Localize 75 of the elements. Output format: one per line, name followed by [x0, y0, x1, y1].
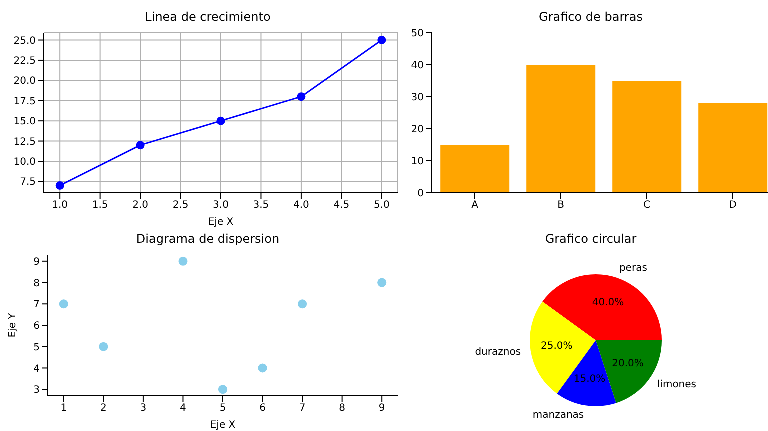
- y-tick-label: 20: [411, 124, 424, 136]
- y-tick-label: 17.5: [14, 96, 36, 108]
- x-tick-label: 4: [180, 403, 186, 414]
- y-tick-label: 30: [411, 92, 424, 104]
- y-axis-title: Eje Y: [8, 312, 19, 338]
- pie-slice: [542, 274, 662, 340]
- chart-title: Linea de crecimiento: [144, 10, 272, 26]
- chart-title: Grafico circular: [544, 232, 638, 248]
- y-tick-label: 40: [411, 60, 424, 72]
- y-tick-label: 7: [34, 300, 40, 311]
- point: [258, 364, 268, 373]
- point: [99, 342, 108, 352]
- x-tick-label: C: [644, 200, 651, 212]
- x-tick-label: 2.5: [172, 200, 189, 212]
- x-tick-label: 2.0: [132, 200, 148, 212]
- point: [59, 300, 68, 309]
- x-tick-label: 8: [339, 403, 346, 414]
- bar: [612, 81, 682, 193]
- x-tick-label: 5.0: [374, 200, 390, 212]
- x-tick-label: 1: [60, 403, 68, 414]
- slice-label: limones: [657, 380, 697, 391]
- x-tick-label: 7: [299, 403, 306, 414]
- y-tick-label: 12.5: [14, 136, 36, 148]
- x-tick-label: 1.5: [92, 200, 108, 212]
- point: [216, 116, 226, 126]
- x-axis-title: Eje X: [208, 217, 234, 228]
- chart-title: Diagrama de dispersion: [135, 232, 281, 248]
- bar: [526, 65, 596, 193]
- x-tick-label: B: [558, 200, 565, 212]
- point: [56, 181, 64, 190]
- y-tick-label: 8: [34, 278, 40, 290]
- y-tick-label: 4: [34, 364, 40, 375]
- point: [218, 385, 228, 394]
- x-tick-label: 4.5: [334, 200, 350, 212]
- y-tick-label: 25.0: [14, 36, 36, 47]
- y-tick-label: 7.5: [20, 177, 36, 188]
- slice-label: duraznos: [475, 346, 522, 358]
- x-tick-label: 3.5: [253, 200, 270, 212]
- y-tick-label: 5: [34, 342, 40, 354]
- y-tick-label: 10: [411, 156, 424, 168]
- point: [378, 36, 386, 45]
- y-tick-label: 15.0: [14, 116, 36, 128]
- x-tick-label: D: [729, 200, 738, 212]
- x-tick-label: A: [472, 200, 479, 212]
- x-tick-label: 2: [100, 403, 107, 414]
- x-tick-label: 1.0: [52, 200, 68, 212]
- y-tick-label: 10.0: [14, 157, 36, 168]
- y-tick-label: 20.0: [14, 76, 36, 88]
- y-tick-label: 50: [411, 28, 424, 40]
- point: [378, 278, 387, 288]
- chart-title: Grafico de barras: [538, 10, 644, 26]
- slice-label: peras: [619, 262, 648, 274]
- data-label: 40.0%: [592, 297, 624, 308]
- data-label: 25.0%: [540, 341, 573, 352]
- point: [297, 92, 306, 102]
- bar: [440, 145, 510, 193]
- data-label: 20.0%: [612, 358, 644, 370]
- point: [298, 300, 308, 309]
- bar: [698, 103, 768, 193]
- y-tick-label: 9: [34, 256, 40, 268]
- point: [136, 141, 145, 150]
- y-tick-label: 0: [418, 188, 424, 200]
- x-tick-label: 6: [260, 403, 266, 414]
- y-tick-label: 3: [34, 385, 40, 396]
- slice-label: manzanas: [532, 410, 584, 421]
- x-tick-label: 3: [140, 403, 147, 414]
- x-tick-label: 9: [378, 403, 386, 414]
- data-label: 15.0%: [574, 374, 606, 386]
- y-tick-label: 6: [34, 321, 40, 332]
- x-axis-title: Eje X: [210, 420, 236, 431]
- y-tick-label: 22.5: [14, 56, 36, 68]
- x-tick-label: 5: [220, 403, 226, 414]
- point: [178, 256, 188, 266]
- x-tick-label: 3.0: [213, 200, 229, 212]
- x-tick-label: 4.0: [294, 200, 310, 212]
